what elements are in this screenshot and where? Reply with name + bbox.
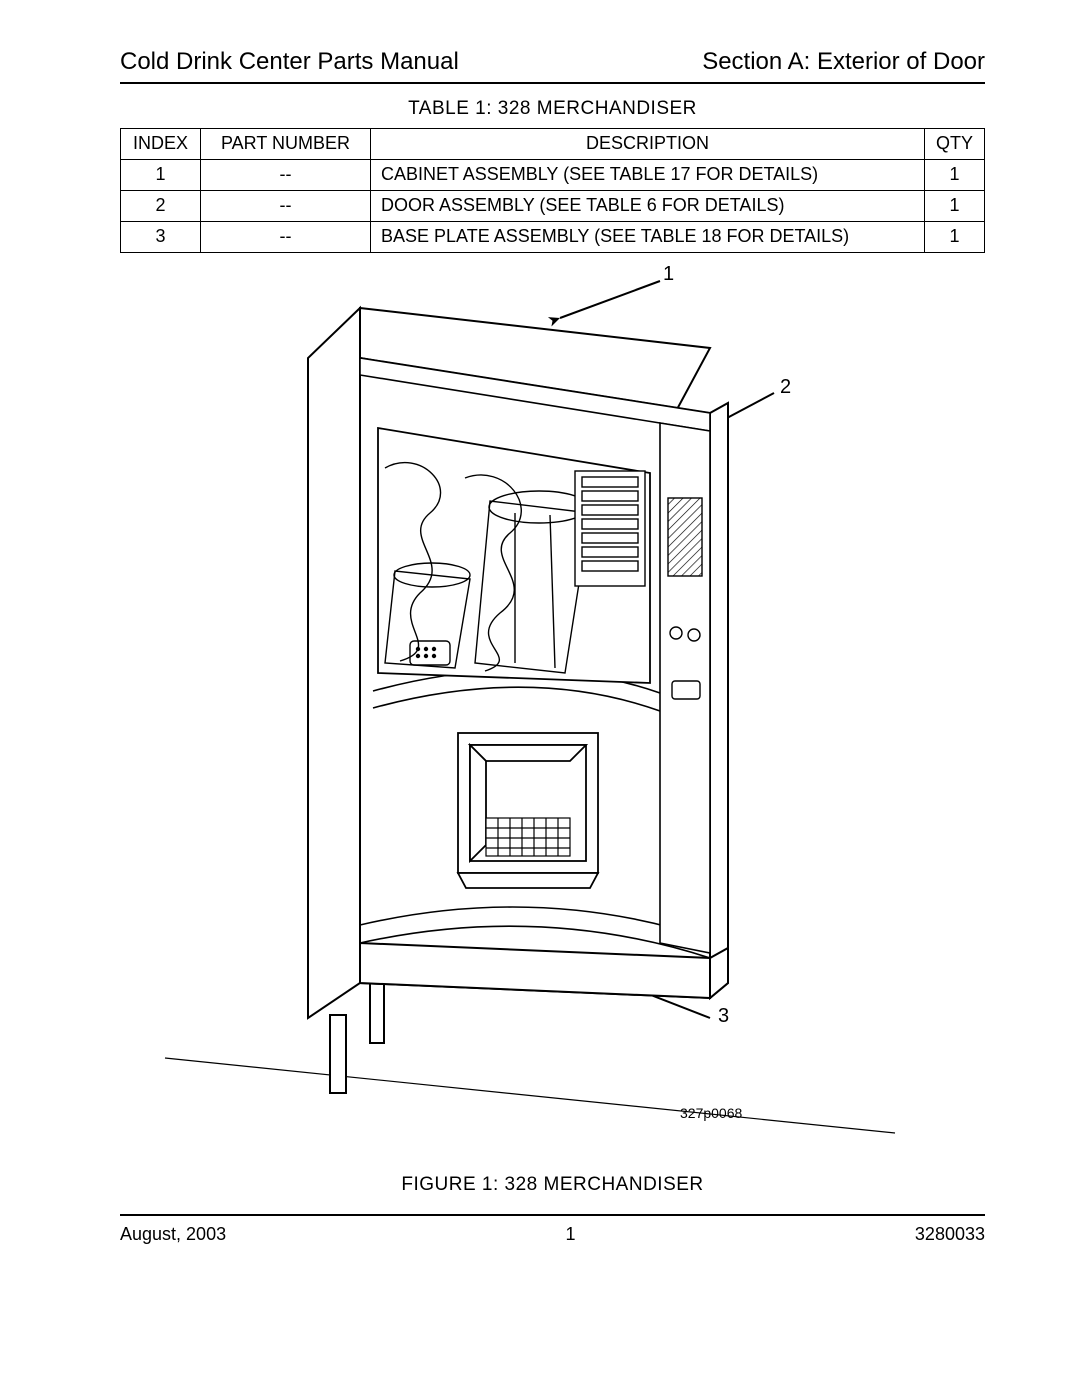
figure-area: 1 2 3 327p0068 — [120, 263, 985, 1168]
callout-1-label: 1 — [663, 263, 674, 286]
cell-part: -- — [201, 160, 371, 191]
callout-2-label: 2 — [780, 376, 791, 399]
parts-table: INDEX PART NUMBER DESCRIPTION QTY 1 -- C… — [120, 128, 985, 253]
page-header: Cold Drink Center Parts Manual Section A… — [120, 48, 985, 84]
cell-qty: 1 — [925, 160, 985, 191]
cell-part: -- — [201, 222, 371, 253]
footer-date: August, 2003 — [120, 1224, 226, 1245]
page: Cold Drink Center Parts Manual Section A… — [0, 0, 1080, 1397]
section-title: Section A: Exterior of Door — [702, 48, 985, 76]
manual-title: Cold Drink Center Parts Manual — [120, 48, 459, 76]
cell-index: 2 — [121, 191, 201, 222]
page-footer: August, 2003 1 3280033 — [120, 1214, 985, 1245]
col-header-index: INDEX — [121, 129, 201, 160]
table-title: TABLE 1: 328 MERCHANDISER — [120, 98, 985, 120]
cell-index: 1 — [121, 160, 201, 191]
drawing-id: 327p0068 — [680, 1105, 742, 1121]
table-header-row: INDEX PART NUMBER DESCRIPTION QTY — [121, 129, 985, 160]
cell-index: 3 — [121, 222, 201, 253]
cell-desc: CABINET ASSEMBLY (SEE TABLE 17 FOR DETAI… — [371, 160, 925, 191]
cell-part: -- — [201, 191, 371, 222]
footer-doc-no: 3280033 — [915, 1224, 985, 1245]
table-row: 1 -- CABINET ASSEMBLY (SEE TABLE 17 FOR … — [121, 160, 985, 191]
table-row: 3 -- BASE PLATE ASSEMBLY (SEE TABLE 18 F… — [121, 222, 985, 253]
col-header-qty: QTY — [925, 129, 985, 160]
figure-caption: FIGURE 1: 328 MERCHANDISER — [120, 1174, 985, 1196]
cell-qty: 1 — [925, 222, 985, 253]
footer-page-no: 1 — [566, 1224, 576, 1245]
cell-desc: DOOR ASSEMBLY (SEE TABLE 6 FOR DETAILS) — [371, 191, 925, 222]
col-header-desc: DESCRIPTION — [371, 129, 925, 160]
col-header-part: PART NUMBER — [201, 129, 371, 160]
callout-3-label: 3 — [718, 1005, 729, 1028]
merchandiser-diagram-icon — [120, 263, 985, 1168]
table-row: 2 -- DOOR ASSEMBLY (SEE TABLE 6 FOR DETA… — [121, 191, 985, 222]
cell-qty: 1 — [925, 191, 985, 222]
cell-desc: BASE PLATE ASSEMBLY (SEE TABLE 18 FOR DE… — [371, 222, 925, 253]
